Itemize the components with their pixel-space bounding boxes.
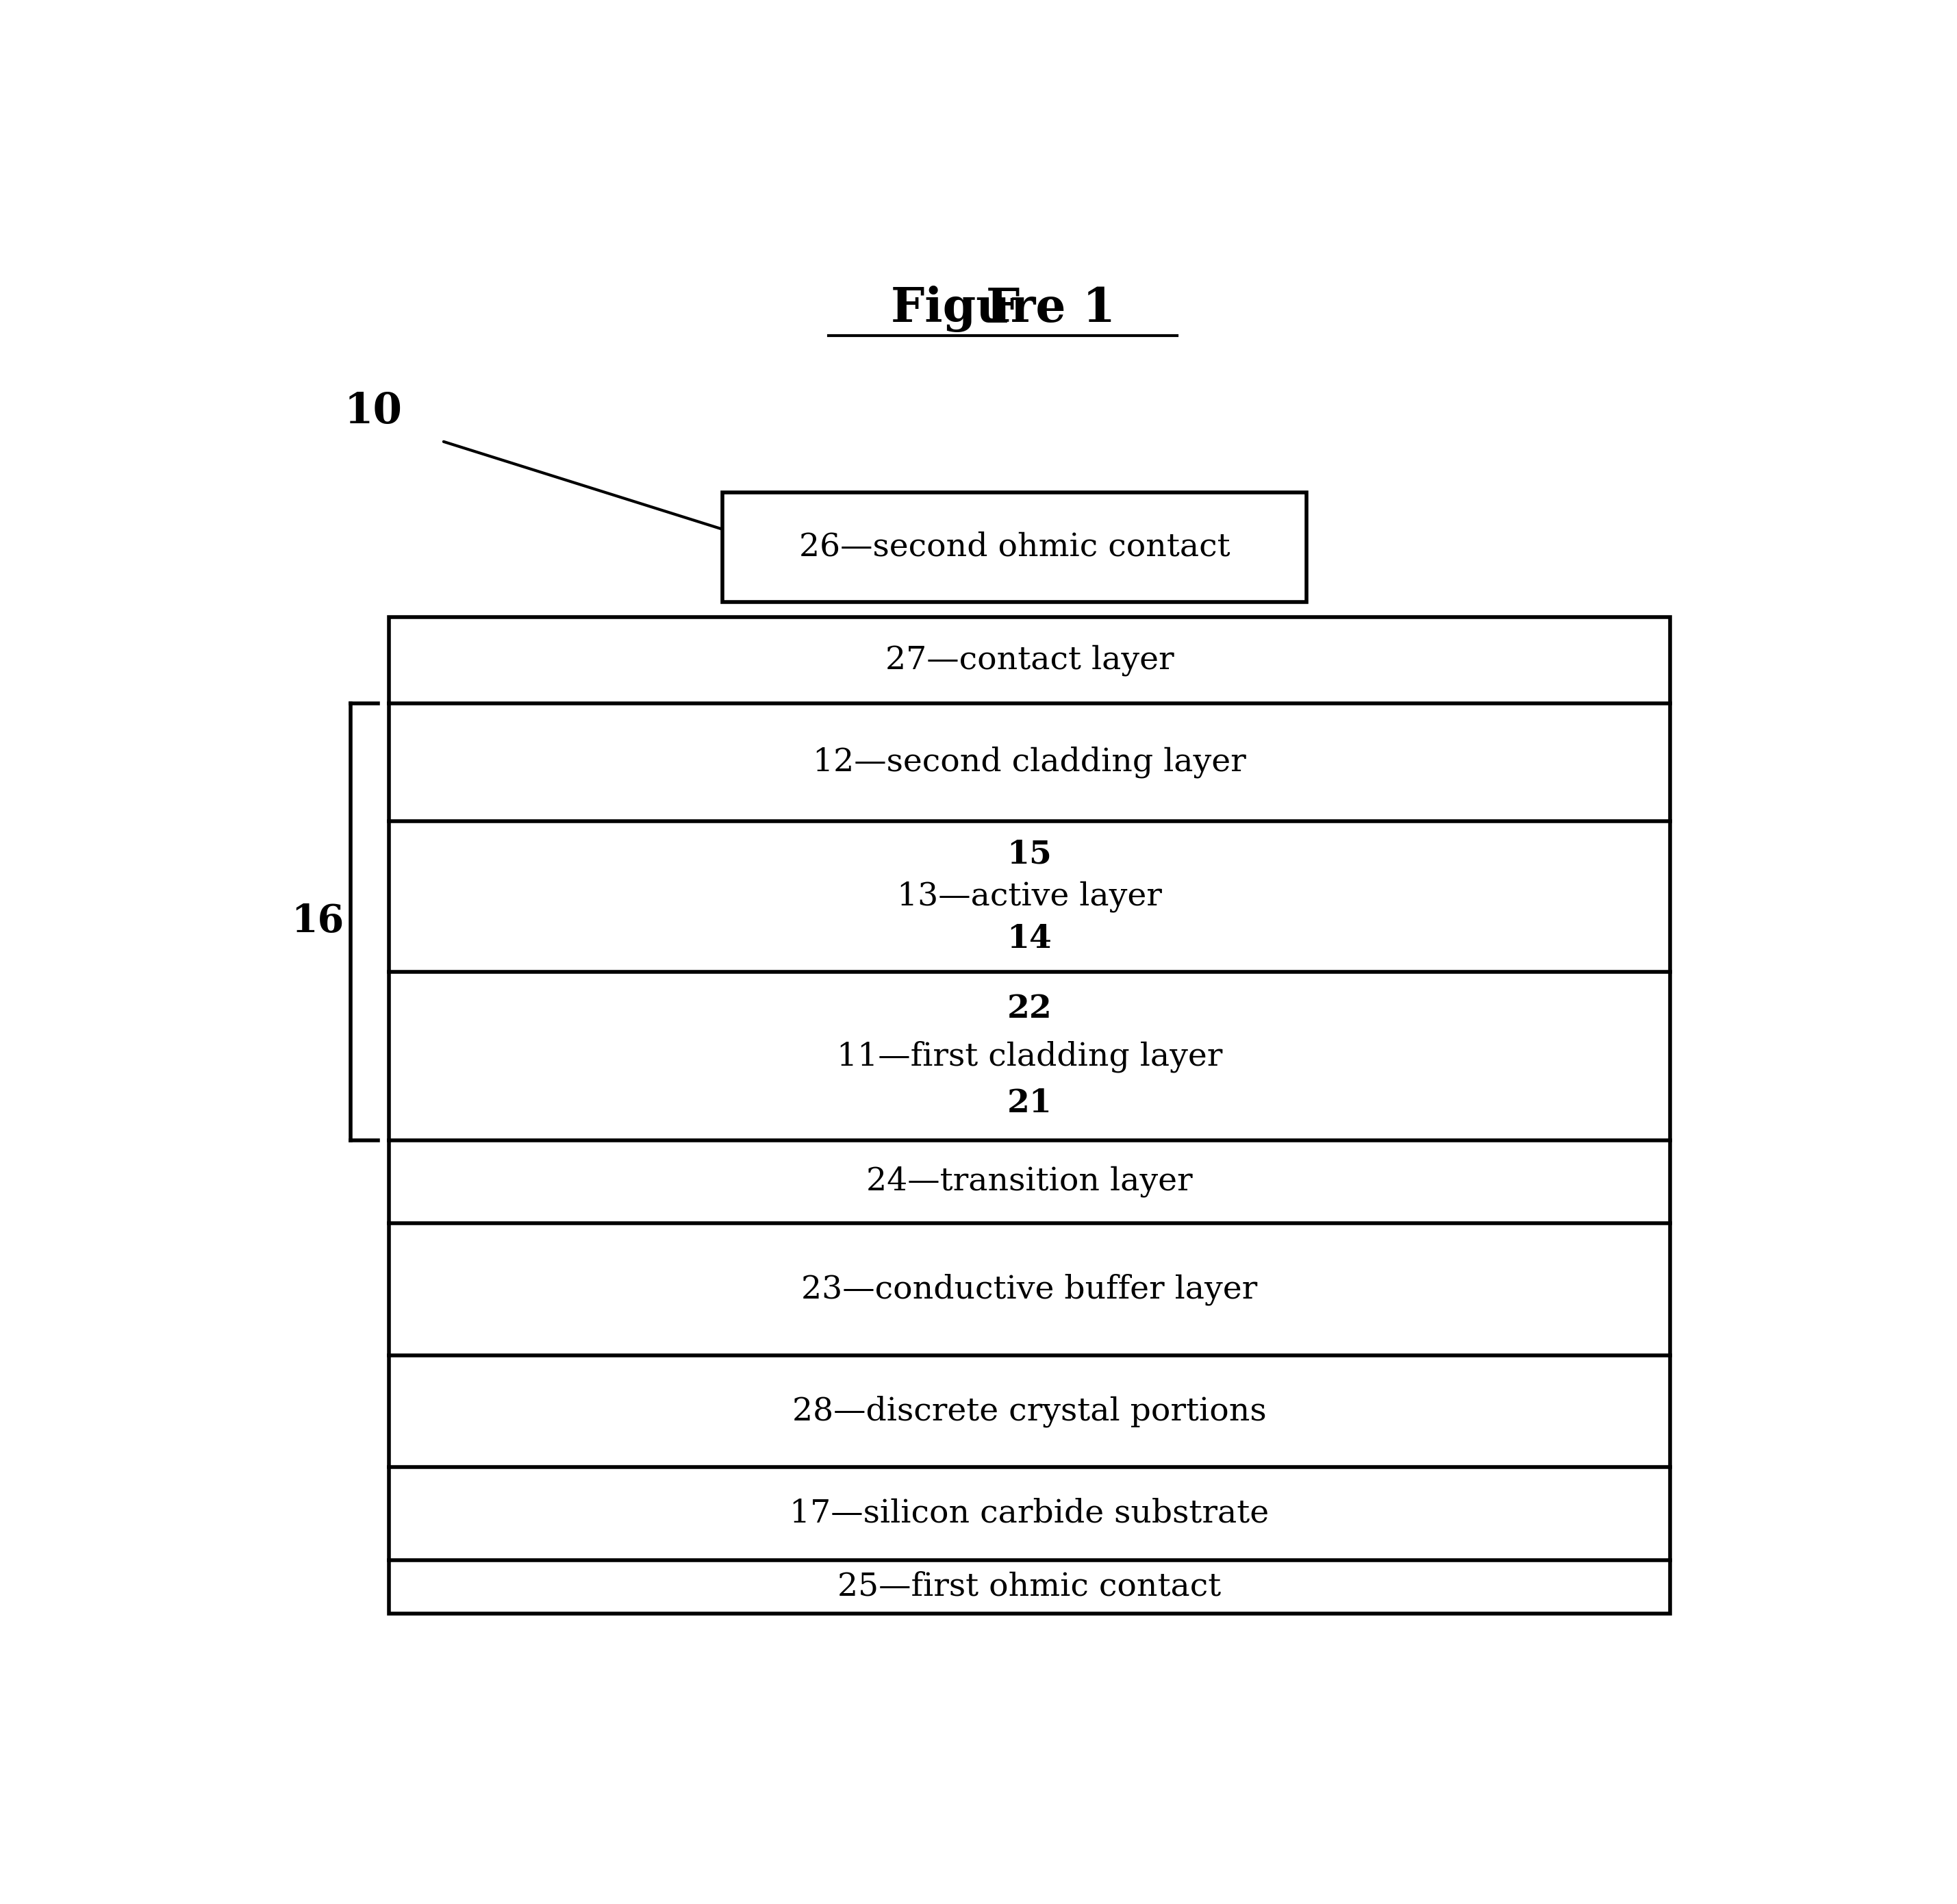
Text: 26—second ohmic contact: 26—second ohmic contact bbox=[798, 531, 1229, 564]
Text: 15: 15 bbox=[1008, 840, 1053, 870]
Text: 28—discrete crystal portions: 28—discrete crystal portions bbox=[793, 1396, 1266, 1428]
Text: 17—silicon carbide substrate: 17—silicon carbide substrate bbox=[791, 1498, 1270, 1529]
Text: 11—first cladding layer: 11—first cladding layer bbox=[838, 1040, 1223, 1072]
Text: 23—conductive buffer layer: 23—conductive buffer layer bbox=[802, 1274, 1258, 1306]
Bar bbox=[722, 493, 1307, 602]
Text: 24—transition layer: 24—transition layer bbox=[867, 1165, 1192, 1198]
Text: 13—active layer: 13—active layer bbox=[896, 882, 1162, 912]
Text: 14: 14 bbox=[1008, 923, 1053, 954]
Text: 21: 21 bbox=[1008, 1087, 1053, 1120]
Bar bbox=[389, 617, 1671, 1615]
Text: F: F bbox=[986, 286, 1020, 331]
Text: 16: 16 bbox=[292, 902, 344, 941]
Text: 25—first ohmic contact: 25—first ohmic contact bbox=[838, 1571, 1221, 1603]
Text: Figure 1: Figure 1 bbox=[890, 286, 1115, 333]
Text: 22: 22 bbox=[1008, 994, 1053, 1024]
Text: 27—contact layer: 27—contact layer bbox=[885, 644, 1174, 676]
Text: 10: 10 bbox=[344, 390, 403, 432]
Text: 12—second cladding layer: 12—second cladding layer bbox=[812, 746, 1247, 779]
